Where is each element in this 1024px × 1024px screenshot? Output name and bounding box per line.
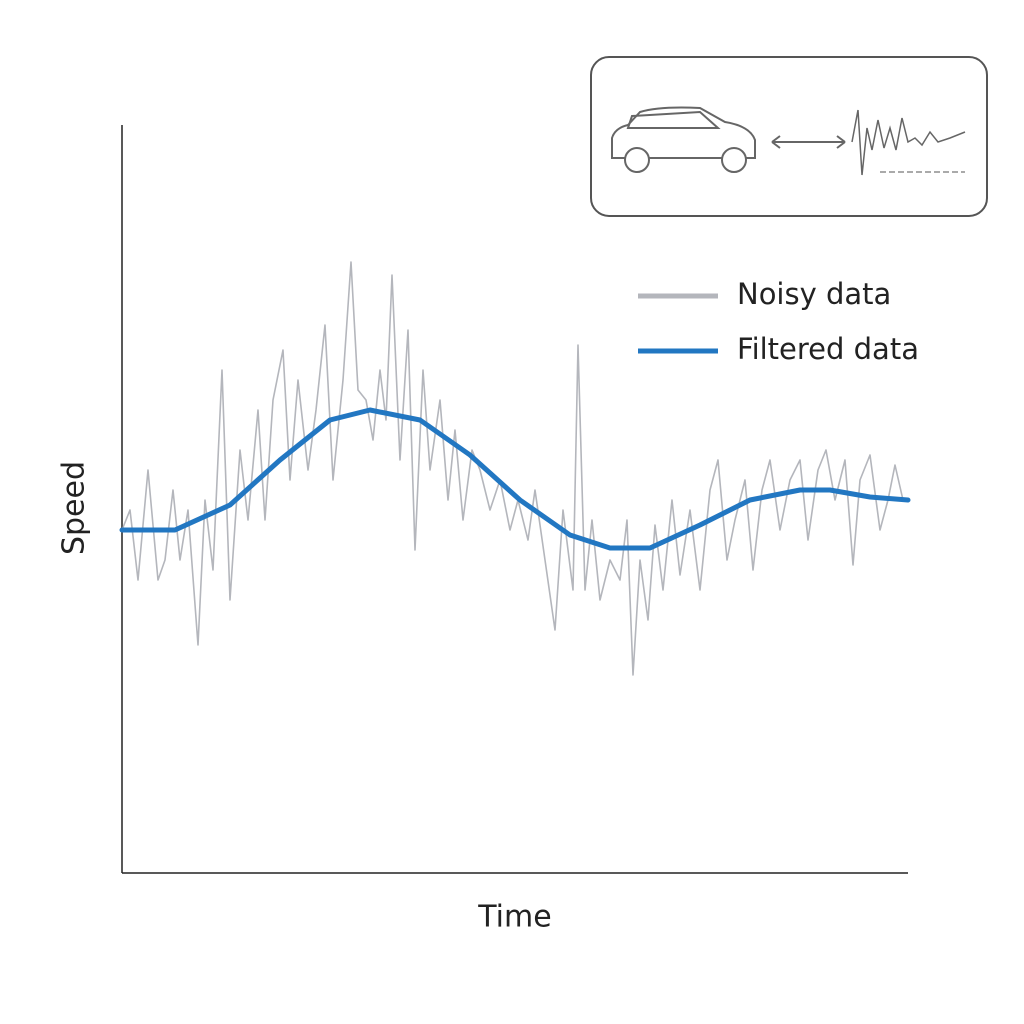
car-window	[626, 110, 721, 129]
legend-label: Noisy data	[737, 277, 891, 311]
y-axis-label: Speed	[57, 461, 92, 555]
arrow	[771, 135, 846, 149]
signal	[851, 109, 966, 176]
car-body	[611, 106, 756, 159]
car-wheel	[721, 147, 747, 173]
car-wheel	[624, 147, 650, 173]
series-line	[119, 407, 911, 551]
inset-frame	[590, 56, 988, 217]
series-line	[121, 261, 904, 676]
legend-label: Filtered data	[737, 332, 919, 366]
inset-illustration	[590, 56, 988, 217]
x-axis-label: Time	[477, 900, 551, 935]
